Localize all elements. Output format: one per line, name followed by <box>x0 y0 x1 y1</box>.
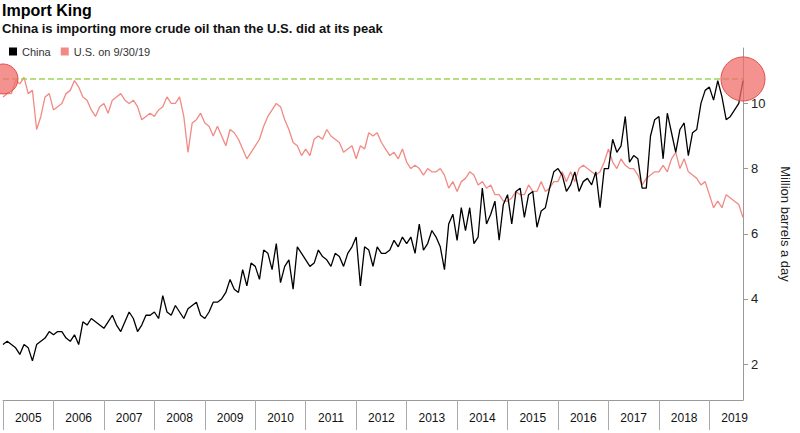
svg-text:China is importing more crude: China is importing more crude oil than t… <box>2 21 383 36</box>
svg-text:2013: 2013 <box>419 411 446 425</box>
svg-text:2012: 2012 <box>368 411 395 425</box>
svg-text:2010: 2010 <box>267 411 294 425</box>
svg-text:2005: 2005 <box>15 411 42 425</box>
svg-text:2018: 2018 <box>671 411 698 425</box>
svg-text:4: 4 <box>751 291 758 306</box>
svg-text:2014: 2014 <box>469 411 496 425</box>
svg-text:2: 2 <box>751 357 758 372</box>
svg-text:2009: 2009 <box>217 411 244 425</box>
svg-text:6: 6 <box>751 226 758 241</box>
svg-text:Import King: Import King <box>2 2 92 19</box>
svg-text:2017: 2017 <box>620 411 647 425</box>
svg-text:2006: 2006 <box>65 411 92 425</box>
svg-text:2016: 2016 <box>570 411 597 425</box>
svg-text:U.S. on 9/30/19: U.S. on 9/30/19 <box>74 46 150 58</box>
svg-text:2007: 2007 <box>116 411 143 425</box>
svg-text:Million barrels a day: Million barrels a day <box>778 166 793 282</box>
svg-text:2011: 2011 <box>318 411 344 425</box>
svg-text:10: 10 <box>751 95 766 111</box>
svg-text:2008: 2008 <box>166 411 193 425</box>
svg-text:2019: 2019 <box>721 411 748 425</box>
svg-text:2015: 2015 <box>519 411 546 425</box>
svg-text:8: 8 <box>751 161 758 176</box>
svg-text:China: China <box>22 46 52 58</box>
